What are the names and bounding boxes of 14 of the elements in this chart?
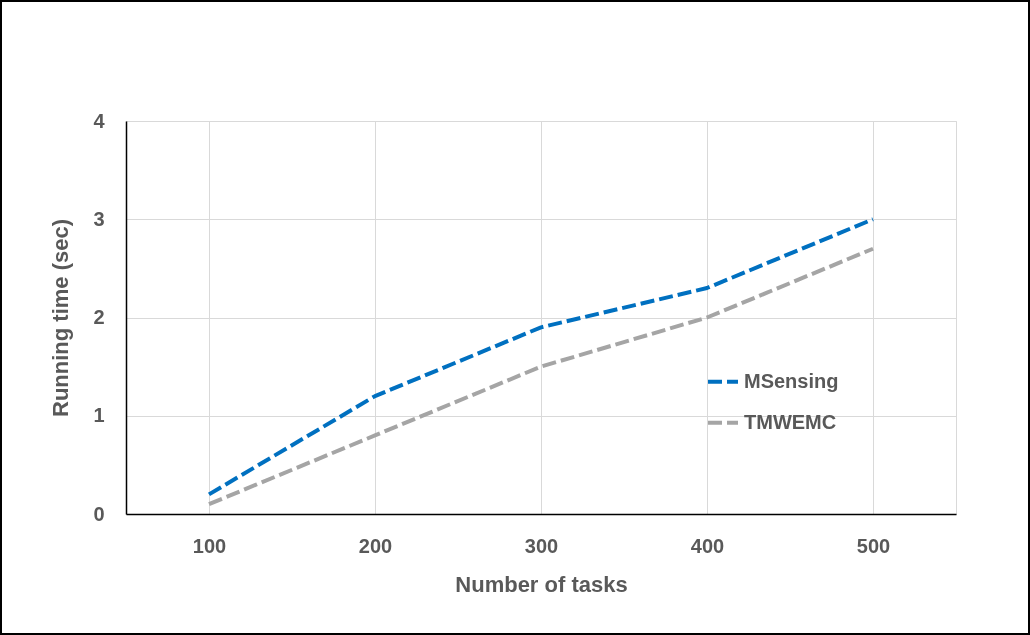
x-tick-label: 400 (690, 534, 725, 557)
y-tick-label: 1 (93, 404, 105, 427)
legend-label: MSensing (744, 369, 839, 392)
y-tick-label: 2 (93, 306, 105, 328)
y-axis-title: Running time (sec) (48, 218, 74, 418)
x-tick-label: 500 (856, 534, 891, 557)
x-tick-label: 100 (192, 534, 227, 557)
y-tick-label: 4 (93, 109, 106, 132)
legend-label: TMWEMC (744, 410, 837, 433)
y-tick-label: 3 (93, 207, 105, 230)
x-tick-label: 300 (524, 534, 559, 557)
y-tick-label: 0 (93, 502, 105, 525)
x-tick-label: 200 (358, 534, 393, 557)
x-axis-title: Number of tasks (455, 571, 628, 597)
